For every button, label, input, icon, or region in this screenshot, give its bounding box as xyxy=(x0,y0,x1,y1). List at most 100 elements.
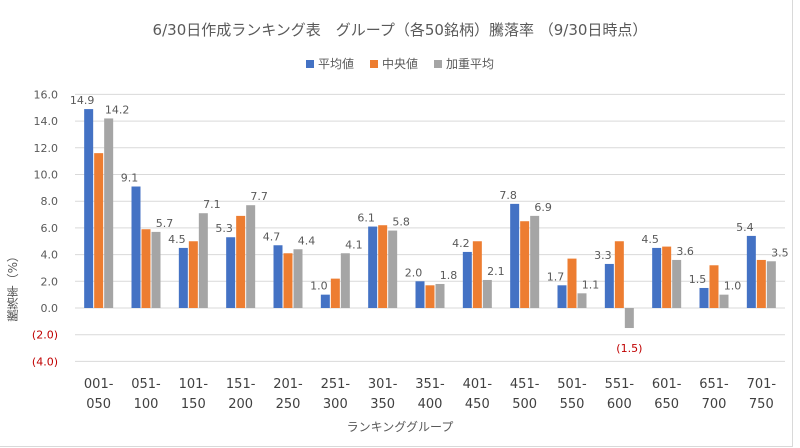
bar-median xyxy=(567,258,577,308)
legend-label-weighted: 加重平均 xyxy=(446,57,495,71)
bar-median xyxy=(188,241,198,308)
y-tick-label: 10.0 xyxy=(34,169,59,182)
x-tick-label: 750 xyxy=(749,397,774,412)
bar-average xyxy=(510,203,520,308)
data-label: 1.5 xyxy=(689,273,707,286)
y-tick-label: (2.0) xyxy=(32,329,58,342)
bar-median xyxy=(94,153,104,308)
data-label: 7.1 xyxy=(203,198,221,211)
legend-swatch-weighted xyxy=(434,59,442,68)
x-tick-label: 501- xyxy=(557,377,587,392)
x-tick-label: 651- xyxy=(699,377,729,392)
data-label: 5.8 xyxy=(392,216,410,229)
chart-title: 6/30日作成ランキング表 グループ（各50銘柄）騰落率 （9/30日時点） xyxy=(152,21,648,39)
y-tick-label: 6.0 xyxy=(41,222,59,235)
bar-median xyxy=(472,241,482,308)
bar-weighted xyxy=(340,253,350,308)
data-label: 7.7 xyxy=(250,190,268,203)
x-tick-label: 251- xyxy=(321,377,351,392)
bar-median xyxy=(236,215,246,308)
legend-swatch-average xyxy=(305,59,314,68)
x-tick-label: 401- xyxy=(463,377,493,392)
bar-median xyxy=(662,246,672,308)
data-label: 2.0 xyxy=(405,266,423,279)
bar-median xyxy=(614,241,624,308)
data-label: 4.2 xyxy=(452,237,470,250)
bar-weighted xyxy=(482,279,492,308)
x-tick-label: 200 xyxy=(228,397,253,412)
bar-weighted xyxy=(719,294,729,308)
x-tick-label: 050 xyxy=(86,397,111,412)
bar-average xyxy=(699,287,709,308)
bar-median xyxy=(283,253,293,308)
data-label: 9.1 xyxy=(121,172,139,185)
data-label: 14.9 xyxy=(70,94,95,107)
data-label: 5.3 xyxy=(215,222,233,235)
bar-average xyxy=(131,186,141,308)
bar-median xyxy=(756,259,766,308)
data-label: 4.7 xyxy=(263,230,281,243)
x-tick-label: 051- xyxy=(131,377,161,392)
data-label: 3.5 xyxy=(771,246,789,259)
bar-median xyxy=(425,285,435,308)
data-label: 5.7 xyxy=(156,217,174,230)
legend-label-average: 平均値 xyxy=(317,57,354,71)
x-tick-label: 650 xyxy=(654,397,679,412)
data-label: 6.1 xyxy=(357,212,375,225)
bar-weighted xyxy=(672,259,682,308)
x-tick-label: 600 xyxy=(607,397,632,412)
x-tick-label: 500 xyxy=(512,397,537,412)
bar-median xyxy=(520,221,530,308)
bar-weighted xyxy=(293,249,303,308)
x-tick-label: 700 xyxy=(702,397,727,412)
data-label: 1.0 xyxy=(724,280,742,293)
y-tick-label: 2.0 xyxy=(41,275,59,288)
y-tick-label: 0.0 xyxy=(41,302,59,315)
data-label: 4.4 xyxy=(298,234,316,247)
y-tick-label: 14.0 xyxy=(34,115,59,128)
data-label: 14.2 xyxy=(105,103,130,116)
bar-median xyxy=(378,225,388,308)
x-tick-label: 300 xyxy=(323,397,348,412)
bar-average xyxy=(368,226,378,308)
bar-average xyxy=(462,251,472,308)
bar-average xyxy=(604,263,614,308)
bar-average xyxy=(652,247,662,308)
data-label: 7.8 xyxy=(499,189,517,202)
bar-weighted xyxy=(151,231,161,308)
data-label: 4.1 xyxy=(345,238,363,251)
x-tick-label: 701- xyxy=(747,377,777,392)
bar-median xyxy=(709,265,719,308)
bar-average xyxy=(557,285,567,308)
data-label: 1.7 xyxy=(547,270,565,283)
bar-average xyxy=(320,294,330,308)
bar-weighted xyxy=(577,293,587,308)
legend-item-weighted: 加重平均 xyxy=(434,55,494,72)
bar-average xyxy=(746,235,756,308)
data-label: (1.5) xyxy=(616,342,642,355)
x-tick-label: 100 xyxy=(134,397,159,412)
legend-label-median: 中央値 xyxy=(381,57,418,71)
data-label: 2.1 xyxy=(487,265,505,278)
y-tick-label: 8.0 xyxy=(41,195,59,208)
bar-weighted xyxy=(246,205,256,308)
bar-average xyxy=(84,109,94,309)
bar-weighted xyxy=(766,261,776,308)
x-axis-title: ランキンググループ xyxy=(346,420,454,434)
data-label: 4.5 xyxy=(641,233,659,246)
bar-average xyxy=(415,281,425,308)
x-tick-label: 351- xyxy=(415,377,445,392)
bar-weighted xyxy=(388,230,398,308)
bar-average xyxy=(273,245,283,308)
y-tick-label: 16.0 xyxy=(34,88,59,101)
data-label: 5.4 xyxy=(736,221,754,234)
y-tick-label: (4.0) xyxy=(32,355,58,368)
x-tick-label: 001- xyxy=(84,377,114,392)
data-label: 3.3 xyxy=(594,249,612,262)
x-tick-label: 151- xyxy=(226,377,256,392)
x-tick-label: 350 xyxy=(370,397,395,412)
data-label: 1.0 xyxy=(310,280,328,293)
x-tick-label: 400 xyxy=(418,397,443,412)
legend: 平均値 中央値 加重平均 xyxy=(0,55,800,72)
